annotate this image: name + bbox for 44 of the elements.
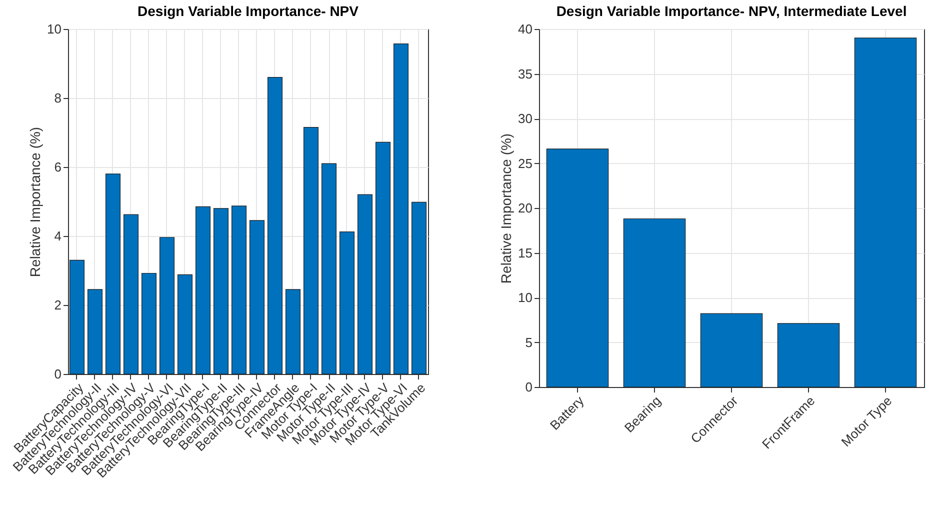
bar <box>232 206 246 374</box>
y-tick-label: 20 <box>518 200 532 216</box>
y-tick-label: 25 <box>518 156 532 171</box>
y-tick-label: 8 <box>54 90 62 106</box>
y-tick-label: 4 <box>54 228 62 244</box>
bar <box>106 174 120 374</box>
bar <box>546 148 609 388</box>
y-axis-title: Relative Importance (%) <box>27 126 44 278</box>
bar <box>322 163 336 374</box>
y-tick-label: 0 <box>525 380 532 394</box>
y-tick-label: 5 <box>525 334 532 350</box>
y-tick-label: 15 <box>518 245 532 260</box>
bar <box>70 260 84 374</box>
y-tick-label: 30 <box>518 111 532 126</box>
bar <box>412 202 426 374</box>
bar <box>196 206 210 374</box>
bar <box>160 237 174 374</box>
bar <box>376 142 390 374</box>
y-tick-label: 10 <box>518 290 532 305</box>
bar <box>286 289 300 374</box>
bar <box>854 38 917 388</box>
bar <box>214 208 228 374</box>
bar <box>124 214 138 374</box>
y-tick-label: 2 <box>54 298 62 312</box>
bar <box>777 323 840 388</box>
bar <box>304 127 318 374</box>
y-tick-label: 0 <box>54 366 62 382</box>
bar <box>88 289 102 374</box>
bar <box>623 218 686 388</box>
bar <box>268 77 282 374</box>
y-axis-title: Relative Importance (%) <box>498 133 514 284</box>
y-tick-label: 40 <box>518 22 532 36</box>
bar <box>178 274 192 374</box>
y-tick-label: 35 <box>518 66 532 82</box>
bar <box>358 194 372 374</box>
bar <box>394 44 408 374</box>
bar <box>250 220 264 374</box>
chart-title: Design Variable Importance- NPV, Intermediate Level <box>556 3 907 19</box>
y-tick-label: 6 <box>54 160 62 174</box>
bar <box>700 313 763 388</box>
bar <box>340 232 354 374</box>
y-tick-label: 10 <box>47 22 62 36</box>
chart-title: Design Variable Importance- NPV <box>138 3 360 19</box>
bar <box>142 272 156 374</box>
